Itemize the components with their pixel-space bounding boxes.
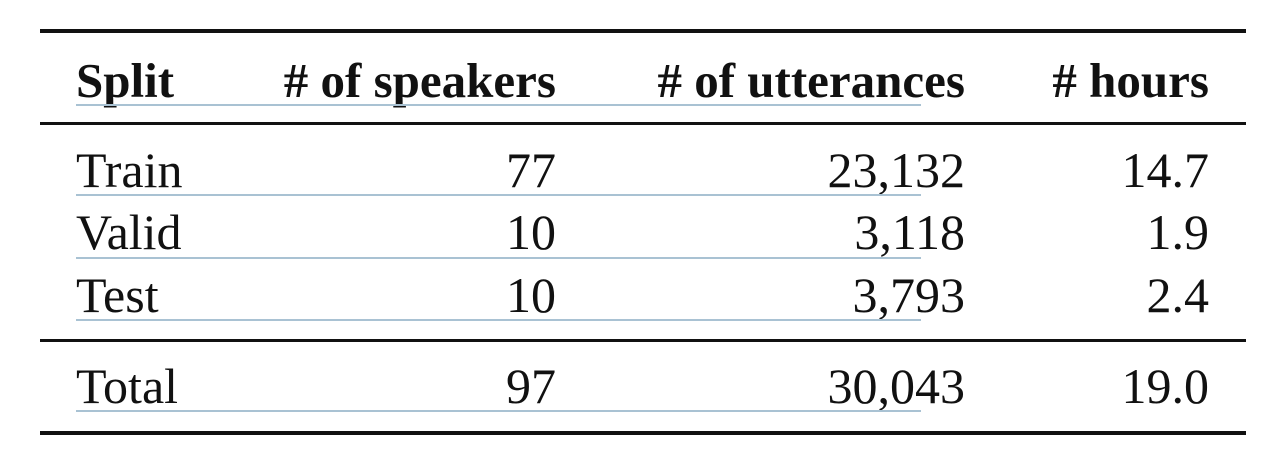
total-underline (76, 410, 921, 412)
row-underline (76, 319, 921, 321)
total-speakers: 97 (506, 358, 556, 414)
split-cell: Test (76, 267, 159, 323)
header-utterances: # of utterances (657, 53, 965, 108)
header-hours: # hours (1052, 53, 1209, 108)
total-label: Total (76, 358, 179, 414)
total-rule (40, 339, 1246, 342)
hours-cell: 1.9 (1146, 204, 1210, 260)
top-rule (40, 29, 1246, 33)
speakers-cell: 10 (506, 204, 556, 260)
utterances-cell: 23,132 (827, 142, 966, 198)
header-rule (40, 122, 1246, 125)
split-cell: Valid (76, 204, 182, 260)
total-utterances: 30,043 (827, 358, 966, 414)
header-speakers: # of speakers (283, 53, 556, 108)
utterances-cell: 3,118 (854, 204, 965, 260)
row-underline (76, 194, 921, 196)
bottom-rule (40, 431, 1246, 435)
utterances-cell: 3,793 (852, 267, 966, 323)
header-split: Split (76, 53, 175, 108)
row-underline (76, 257, 921, 259)
total-hours: 19.0 (1121, 358, 1210, 414)
hours-cell: 2.4 (1146, 267, 1210, 323)
header-underline (76, 104, 921, 106)
split-cell: Train (76, 142, 183, 198)
speakers-cell: 77 (506, 142, 556, 198)
hours-cell: 14.7 (1121, 142, 1210, 198)
speakers-cell: 10 (506, 267, 556, 323)
